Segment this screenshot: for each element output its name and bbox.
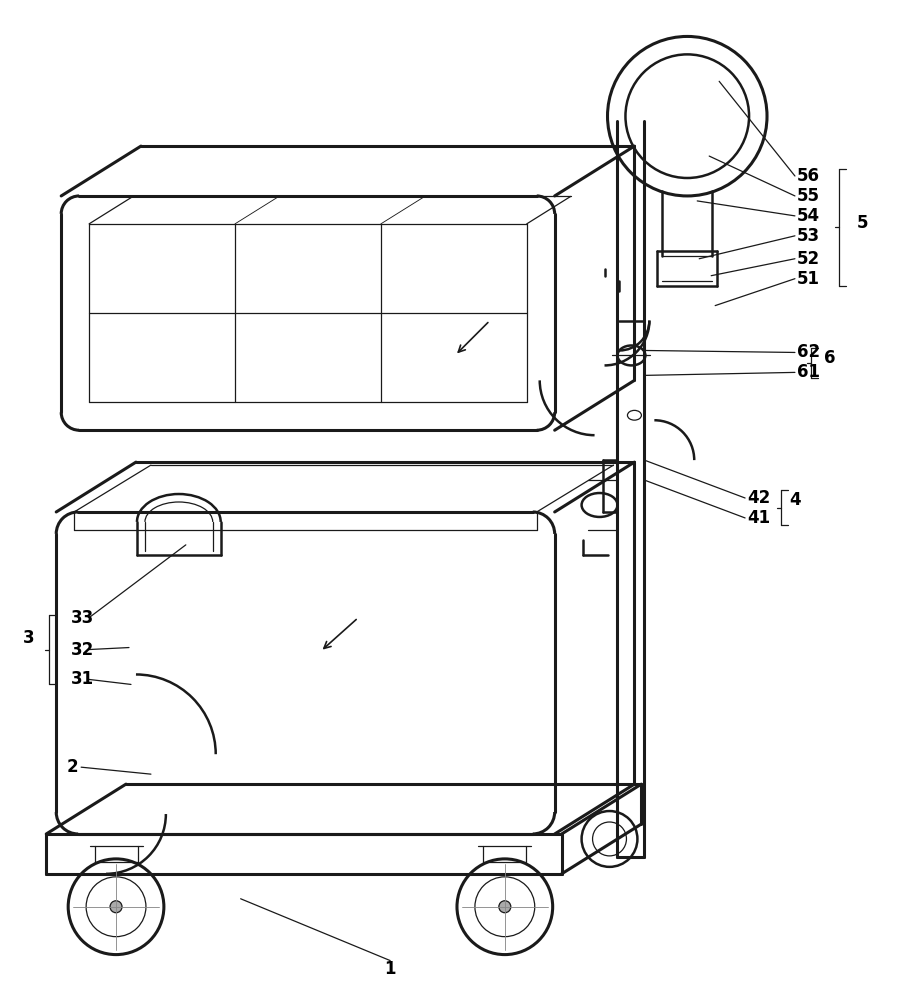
Text: 1: 1	[384, 960, 396, 978]
Text: 55: 55	[796, 187, 820, 205]
Text: 61: 61	[796, 363, 820, 381]
Text: 56: 56	[796, 167, 820, 185]
Text: 62: 62	[796, 343, 820, 361]
Ellipse shape	[110, 901, 122, 913]
Text: 41: 41	[747, 509, 770, 527]
Text: 3: 3	[23, 629, 35, 647]
Text: 51: 51	[796, 270, 820, 288]
Text: 2: 2	[67, 758, 77, 776]
Text: 54: 54	[796, 207, 820, 225]
Text: 53: 53	[796, 227, 820, 245]
Text: 4: 4	[789, 491, 801, 509]
Text: 42: 42	[747, 489, 770, 507]
Text: 6: 6	[824, 349, 835, 367]
Text: 5: 5	[857, 214, 868, 232]
Ellipse shape	[499, 901, 511, 913]
Text: 31: 31	[71, 670, 94, 688]
Text: 33: 33	[71, 609, 94, 627]
Text: 52: 52	[796, 250, 820, 268]
Text: 32: 32	[71, 641, 94, 659]
